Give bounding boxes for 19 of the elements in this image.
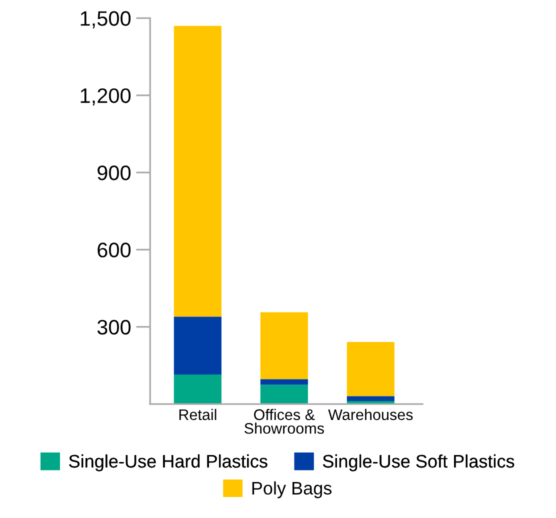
- legend-label: Single-Use Soft Plastics: [322, 454, 514, 472]
- y-tick-label: 1,200: [80, 88, 131, 106]
- y-tick-label: 300: [97, 320, 131, 335]
- legend-label: Poly Bags: [252, 481, 332, 498]
- bar: [260, 312, 308, 380]
- bar: [346, 396, 394, 401]
- x-tick-label: Offices & Showrooms: [244, 408, 324, 434]
- bar: [260, 384, 308, 404]
- bar: [260, 379, 308, 385]
- y-tick-label: 1,500: [80, 11, 131, 28]
- bar: [174, 374, 222, 404]
- bar: [174, 26, 222, 317]
- bar: [174, 316, 222, 374]
- bar: [346, 342, 394, 396]
- x-tick-label: Retail: [179, 408, 216, 420]
- y-tick-label: 900: [98, 165, 131, 180]
- x-tick-label: Warehouses: [328, 408, 413, 420]
- legend-label: Single-Use Hard Plastics: [69, 454, 268, 472]
- y-tick-label: 600: [98, 242, 131, 258]
